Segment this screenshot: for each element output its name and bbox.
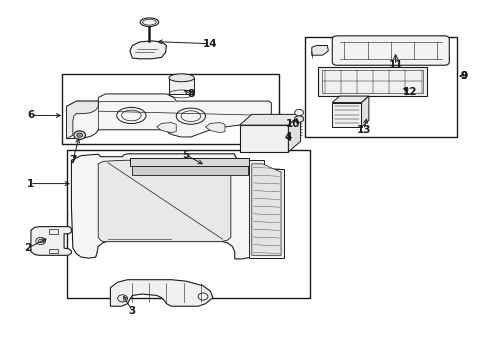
Bar — [61, 74, 278, 144]
Polygon shape — [66, 94, 271, 139]
Text: 13: 13 — [356, 125, 370, 135]
Polygon shape — [311, 45, 328, 55]
Circle shape — [38, 239, 43, 243]
Ellipse shape — [168, 74, 194, 82]
Polygon shape — [130, 158, 249, 166]
Text: 4: 4 — [284, 132, 291, 142]
Polygon shape — [31, 226, 71, 255]
Polygon shape — [249, 160, 283, 258]
Polygon shape — [205, 123, 224, 133]
FancyBboxPatch shape — [331, 36, 448, 65]
Bar — [66, 149, 310, 298]
Text: 2: 2 — [24, 243, 31, 253]
Bar — [49, 249, 58, 253]
Text: 7: 7 — [69, 155, 77, 165]
Polygon shape — [157, 123, 176, 133]
Polygon shape — [331, 96, 368, 103]
Circle shape — [294, 109, 303, 116]
Polygon shape — [66, 101, 98, 139]
Text: 14: 14 — [203, 39, 217, 49]
Bar — [317, 67, 427, 96]
Polygon shape — [130, 41, 166, 59]
Text: 9: 9 — [459, 71, 467, 81]
Polygon shape — [361, 96, 368, 127]
Bar — [331, 103, 361, 127]
Ellipse shape — [140, 18, 158, 27]
Bar — [168, 78, 194, 94]
Polygon shape — [132, 166, 248, 175]
Text: 9: 9 — [459, 71, 467, 81]
Polygon shape — [294, 116, 303, 123]
Text: 10: 10 — [285, 120, 300, 129]
Text: 12: 12 — [402, 87, 417, 97]
Bar — [239, 125, 288, 152]
Text: 6: 6 — [27, 111, 35, 121]
Bar — [321, 70, 423, 93]
Polygon shape — [110, 280, 212, 306]
Circle shape — [77, 133, 82, 137]
Polygon shape — [239, 114, 300, 125]
Text: 8: 8 — [187, 89, 194, 99]
Polygon shape — [251, 164, 281, 255]
Text: 3: 3 — [128, 306, 136, 316]
Polygon shape — [98, 160, 230, 242]
Text: 11: 11 — [387, 60, 402, 70]
Circle shape — [74, 131, 85, 139]
Polygon shape — [71, 154, 264, 259]
Bar — [49, 229, 58, 234]
Text: 1: 1 — [26, 179, 34, 189]
Polygon shape — [288, 114, 300, 152]
Bar — [305, 37, 456, 137]
Text: 5: 5 — [182, 150, 189, 160]
